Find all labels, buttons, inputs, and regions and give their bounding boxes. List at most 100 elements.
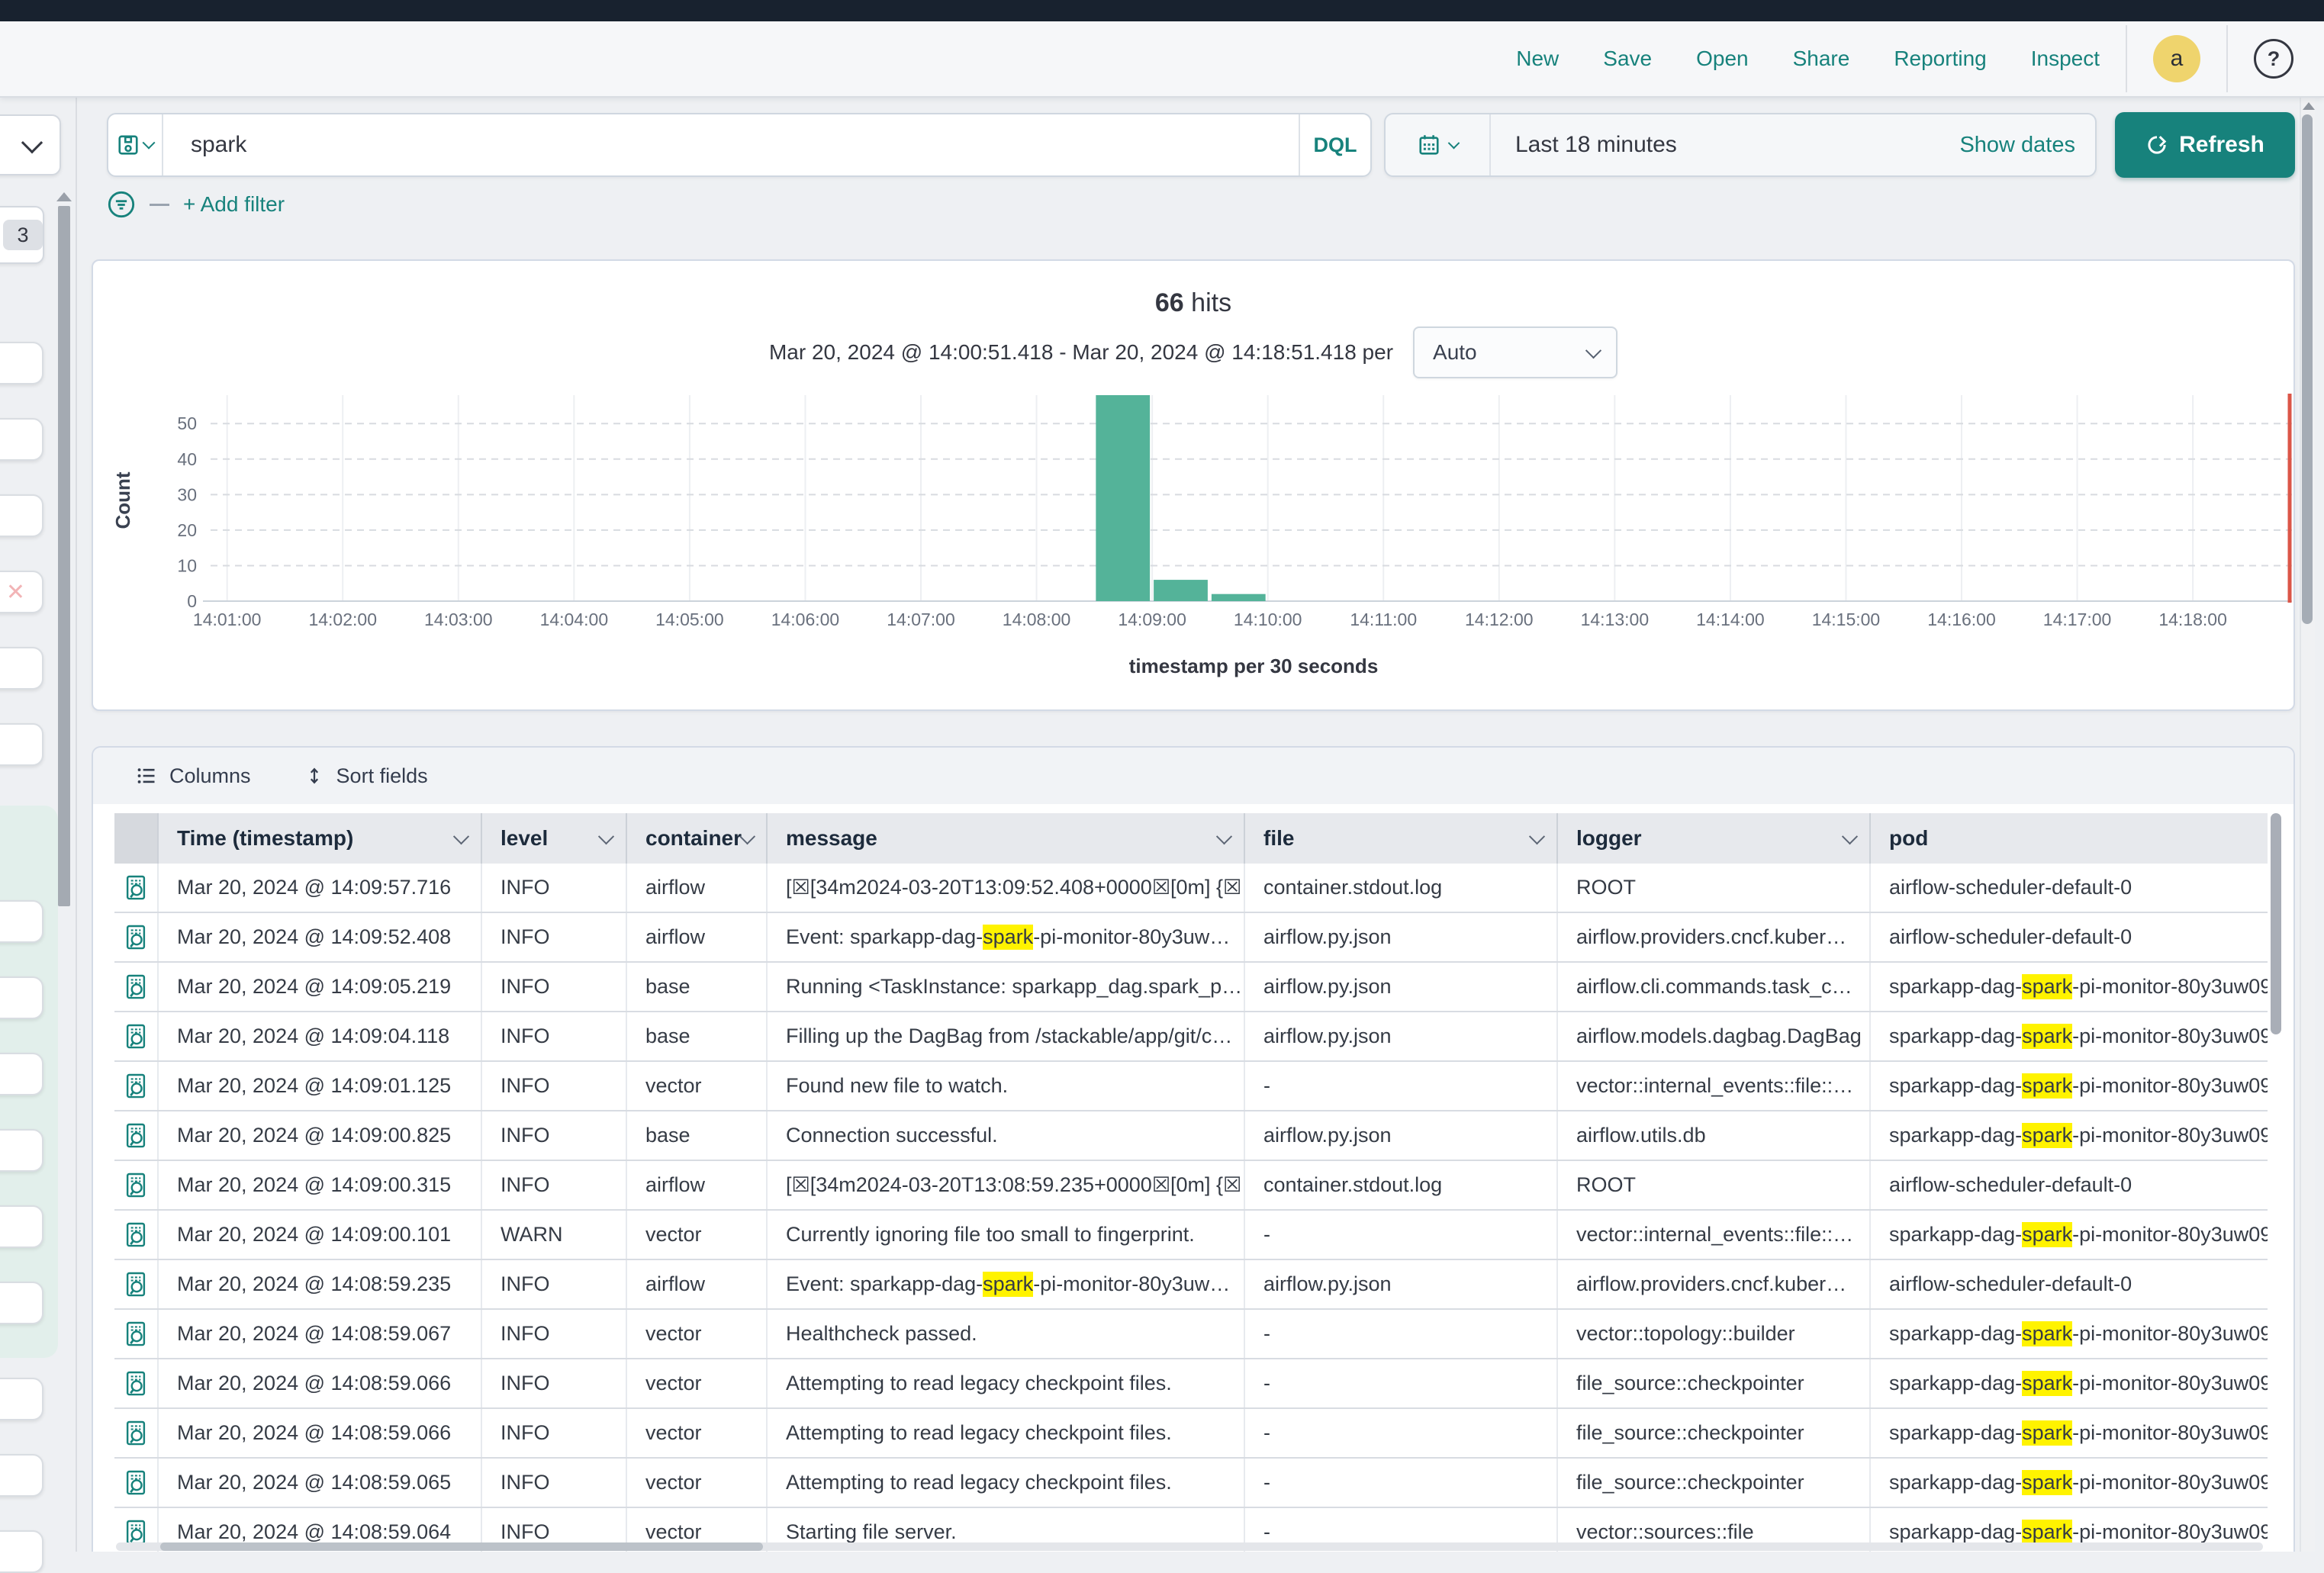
inspect-document-icon[interactable] xyxy=(124,1320,147,1348)
sidebar-scrollbar[interactable] xyxy=(58,206,70,906)
table-row: Mar 20, 2024 @ 14:08:59.066 INFO vector … xyxy=(114,1359,2268,1409)
field-card[interactable] xyxy=(0,1378,43,1420)
filter-divider xyxy=(150,204,169,206)
inspect-document-icon[interactable] xyxy=(124,1370,147,1398)
field-card[interactable] xyxy=(0,1454,43,1497)
histogram-chart[interactable]: 0102030405014:01:0014:02:0014:03:0014:04… xyxy=(90,380,2295,685)
nav-link-save[interactable]: Save xyxy=(1603,47,1652,71)
field-card[interactable] xyxy=(0,647,43,690)
chevron-down-icon xyxy=(1447,137,1460,149)
inspect-document-icon[interactable] xyxy=(124,1221,147,1249)
help-icon[interactable]: ? xyxy=(2254,39,2293,79)
field-card[interactable] xyxy=(0,1530,43,1573)
header-pod[interactable]: pod xyxy=(1871,813,2268,864)
results-table-panel: Columns Sort fields Time (timestamp) lev… xyxy=(92,746,2295,1552)
interval-select[interactable]: Auto xyxy=(1413,327,1617,378)
svg-text:14:10:00: 14:10:00 xyxy=(1234,610,1302,629)
cell-logger: vector::internal_events::file::… xyxy=(1558,1062,1871,1110)
search-highlight: spark xyxy=(983,1272,1033,1297)
inspect-document-icon[interactable] xyxy=(124,1172,147,1199)
refresh-button[interactable]: Refresh xyxy=(2115,112,2295,178)
saved-query-menu-button[interactable] xyxy=(108,114,163,175)
cell-pod: sparkapp-dag-spark-pi-monitor-80y3uw09 xyxy=(1871,1310,2268,1358)
table-horizontal-scrollbar-thumb[interactable] xyxy=(160,1542,763,1551)
chevron-down-icon xyxy=(1529,828,1545,844)
cell-time: Mar 20, 2024 @ 14:08:59.066 xyxy=(159,1359,482,1407)
field-card[interactable] xyxy=(0,1282,43,1324)
inspect-document-icon[interactable] xyxy=(124,1023,147,1050)
cell-message: Running <TaskInstance: sparkapp_dag.spar… xyxy=(768,963,1245,1011)
field-card[interactable]: ✕ xyxy=(0,571,43,613)
date-quick-select-button[interactable] xyxy=(1386,114,1491,175)
cell-container: airflow xyxy=(627,1260,768,1308)
field-card[interactable] xyxy=(0,900,43,943)
inspect-document-icon[interactable] xyxy=(124,874,147,902)
field-card[interactable] xyxy=(0,976,43,1019)
nav-link-open[interactable]: Open xyxy=(1696,47,1749,71)
cell-time: Mar 20, 2024 @ 14:08:59.066 xyxy=(159,1409,482,1457)
cell-logger: ROOT xyxy=(1558,864,1871,912)
cell-time: Mar 20, 2024 @ 14:08:59.067 xyxy=(159,1310,482,1358)
cell-container: vector xyxy=(627,1459,768,1507)
sidebar-collapse-button[interactable] xyxy=(0,114,61,175)
table-horizontal-scrollbar[interactable] xyxy=(116,1542,2263,1551)
page-scrollbar-thumb[interactable] xyxy=(2302,114,2313,624)
nav-link-reporting[interactable]: Reporting xyxy=(1894,47,1986,71)
search-input[interactable]: spark xyxy=(163,132,1299,158)
header-label: logger xyxy=(1576,826,1642,851)
scroll-up-icon[interactable] xyxy=(2303,102,2315,110)
time-range-value[interactable]: Last 18 minutes xyxy=(1491,132,1959,158)
query-language-button[interactable]: DQL xyxy=(1299,114,1370,175)
header-file[interactable]: file xyxy=(1245,813,1558,864)
cell-level: INFO xyxy=(482,1409,627,1457)
svg-text:30: 30 xyxy=(177,484,197,504)
cell-message: [☒[34m2024-03-20T13:09:52.408+0000☒[0m] … xyxy=(768,864,1245,912)
user-avatar[interactable]: a xyxy=(2153,35,2200,82)
inspect-document-icon[interactable] xyxy=(124,1271,147,1298)
save-icon xyxy=(117,133,140,156)
inspect-document-icon[interactable] xyxy=(124,924,147,951)
svg-text:50: 50 xyxy=(177,413,197,433)
add-filter-button[interactable]: + Add filter xyxy=(183,192,285,217)
sidebar-scroll-up-icon[interactable] xyxy=(56,192,72,201)
table-vertical-scrollbar[interactable] xyxy=(2271,813,2281,1034)
header-level[interactable]: level xyxy=(482,813,627,864)
hits-label: hits xyxy=(1191,288,1231,317)
chevron-down-icon xyxy=(598,828,614,844)
header-message[interactable]: message xyxy=(768,813,1245,864)
nav-link-inspect[interactable]: Inspect xyxy=(2031,47,2100,71)
header-logger[interactable]: logger xyxy=(1558,813,1871,864)
interval-value: Auto xyxy=(1433,340,1477,365)
nav-link-new[interactable]: New xyxy=(1516,47,1559,71)
cell-level: INFO xyxy=(482,963,627,1011)
chevron-down-icon xyxy=(1842,828,1858,844)
inspect-document-icon[interactable] xyxy=(124,1122,147,1150)
columns-button[interactable]: Columns xyxy=(136,764,251,788)
cell-pod: sparkapp-dag-spark-pi-monitor-80y3uw09 xyxy=(1871,1459,2268,1507)
filter-icon[interactable] xyxy=(107,190,136,219)
inspect-document-icon[interactable] xyxy=(124,1073,147,1100)
nav-links: New Save Open Share Reporting Inspect xyxy=(1516,47,2100,71)
table-row: Mar 20, 2024 @ 14:09:04.118 INFO base Fi… xyxy=(114,1012,2268,1062)
cell-level: INFO xyxy=(482,1062,627,1110)
svg-text:14:06:00: 14:06:00 xyxy=(771,610,840,629)
inspect-document-icon[interactable] xyxy=(124,1420,147,1447)
header-time[interactable]: Time (timestamp) xyxy=(159,813,482,864)
sort-fields-button[interactable]: Sort fields xyxy=(304,764,428,788)
field-card[interactable] xyxy=(0,1053,43,1095)
nav-link-share[interactable]: Share xyxy=(1793,47,1850,71)
header-container[interactable]: container xyxy=(627,813,768,864)
clear-icon[interactable]: ✕ xyxy=(6,579,25,606)
inspect-document-icon[interactable] xyxy=(124,1469,147,1497)
field-card[interactable] xyxy=(0,1205,43,1248)
cell-logger: airflow.providers.cncf.kuber… xyxy=(1558,1260,1871,1308)
show-dates-button[interactable]: Show dates xyxy=(1959,133,2075,158)
svg-text:10: 10 xyxy=(177,555,197,575)
field-card[interactable] xyxy=(0,342,43,384)
field-card[interactable] xyxy=(0,723,43,766)
field-card[interactable] xyxy=(0,418,43,461)
field-card[interactable] xyxy=(0,1129,43,1172)
table-row: Mar 20, 2024 @ 14:09:05.219 INFO base Ru… xyxy=(114,963,2268,1012)
field-card[interactable] xyxy=(0,494,43,537)
inspect-document-icon[interactable] xyxy=(124,973,147,1001)
